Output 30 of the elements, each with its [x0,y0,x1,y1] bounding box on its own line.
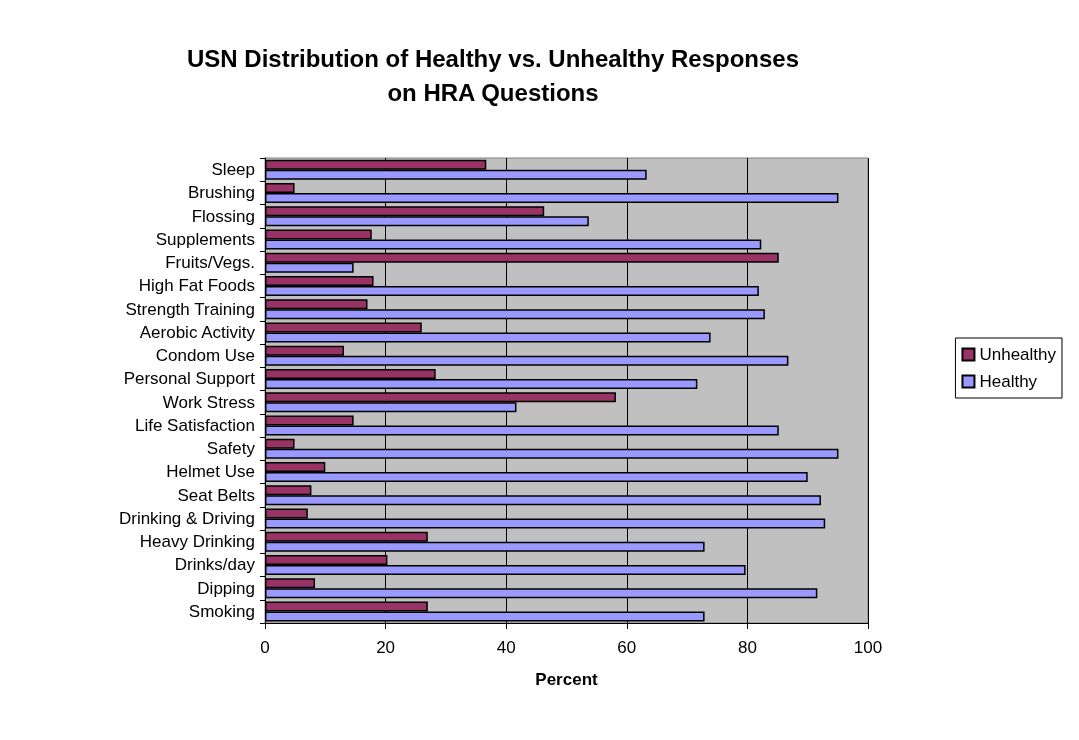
y-tick-label: Helmet Use [166,462,255,482]
y-tick-label: Flossing [191,206,255,226]
x-axis-title: Percent [535,670,599,689]
legend-label: Unhealthy [979,345,1057,364]
y-tick-label: Personal Support [123,369,256,389]
y-tick-label: Heavy Drinking [139,532,255,552]
y-tick-label: Strength Training [125,299,255,319]
y-tick-label: High Fat Foods [138,276,255,296]
y-tick-label: Drinking & Driving [118,508,255,528]
y-tick-label: Supplements [155,229,255,249]
y-tick-label: Drinks/day [174,555,256,575]
y-tick-label: Seat Belts [177,485,255,505]
y-tick-label: Life Satisfaction [134,415,255,435]
y-tick-label: Work Stress [162,392,255,412]
y-tick-label: Brushing [187,183,255,203]
y-tick-label: Dipping [197,578,255,598]
y-tick-label: Fruits/Vegs. [165,253,255,273]
y-tick-label: Condom Use [155,346,255,366]
x-tick-label: 80 [737,638,757,657]
y-tick-label: Aerobic Activity [139,322,256,342]
y-tick-label: Safety [206,439,256,459]
x-tick-label: 60 [617,638,637,657]
x-tick-label: 100 [853,638,883,657]
y-tick-label: Smoking [188,601,255,621]
y-tick-label: Sleep [211,160,255,180]
x-tick-label: 40 [496,638,516,657]
chart-title: USN Distribution of Healthy vs. Unhealthy Responses on HRA Questions [186,44,800,106]
legend-label: Healthy [979,372,1038,391]
x-tick-label: 20 [376,638,396,657]
x-tick-label: 0 [260,638,270,657]
